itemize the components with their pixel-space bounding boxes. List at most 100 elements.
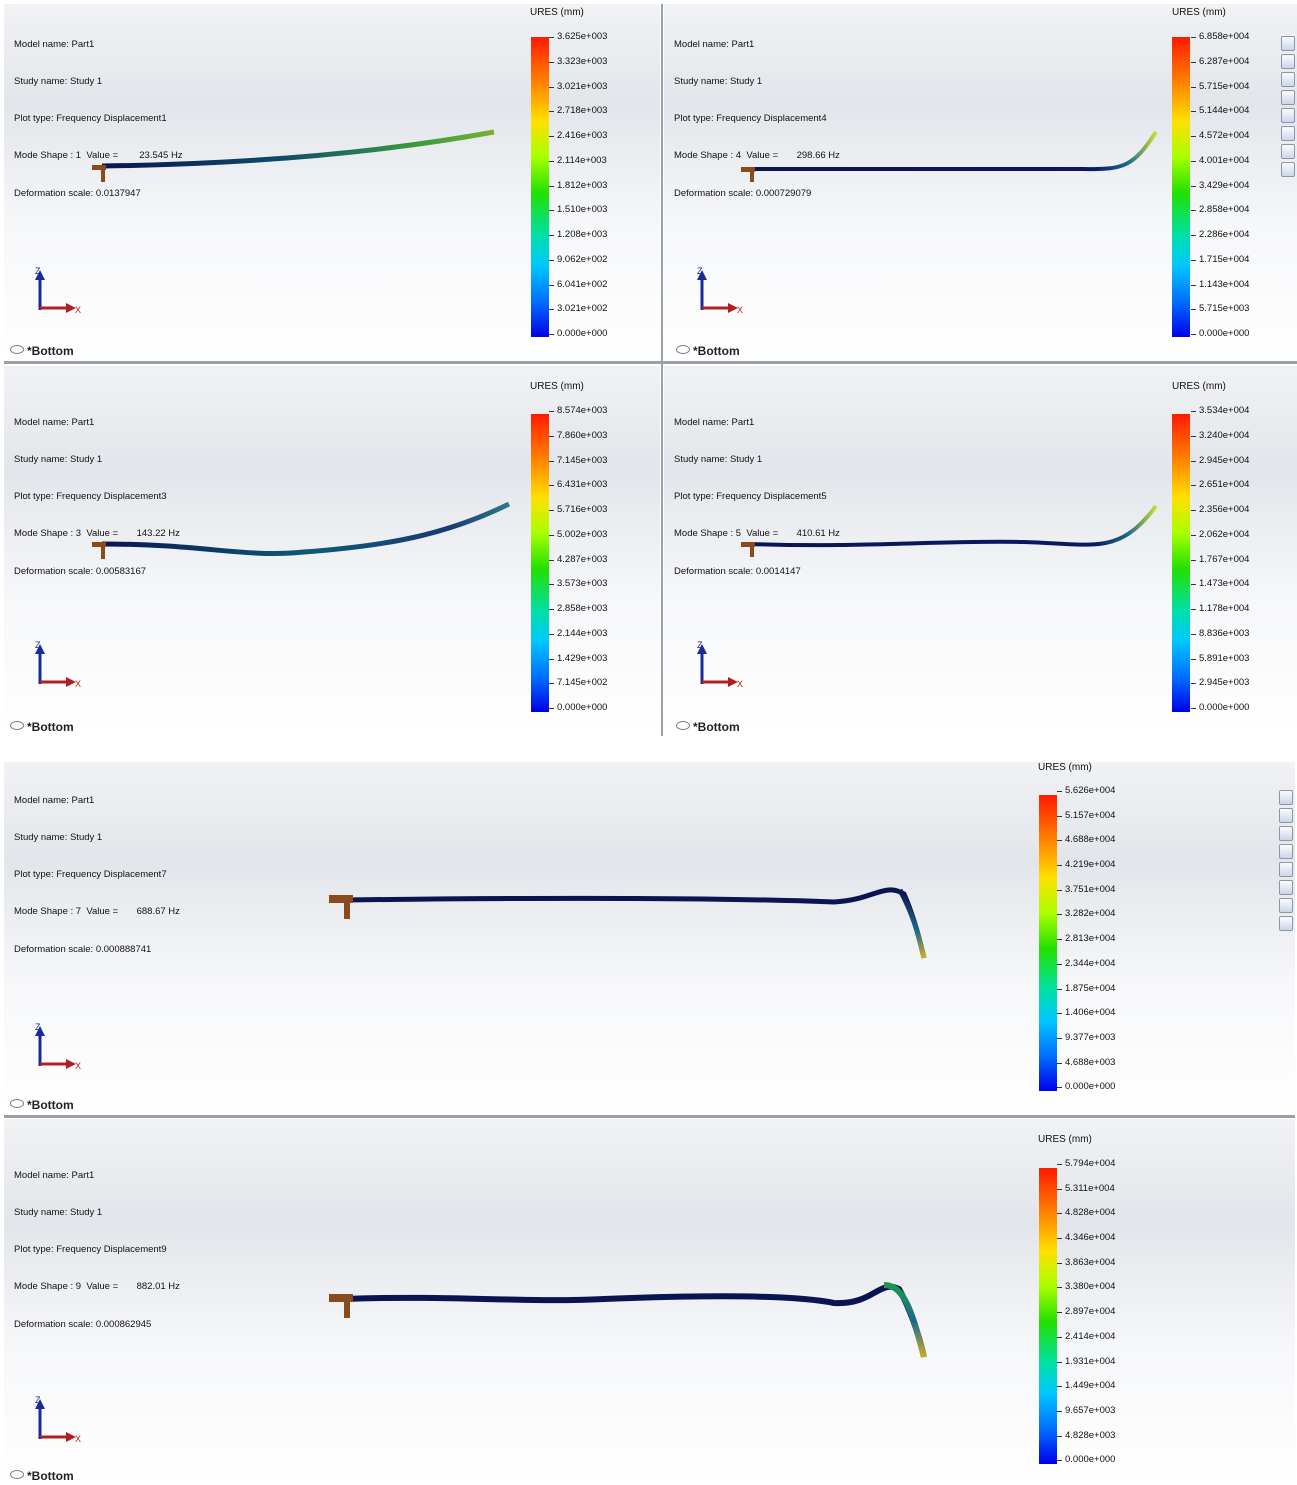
tick-label: 3.240e+004 (1190, 430, 1250, 441)
tick-label: 1.178e+004 (1190, 603, 1250, 614)
tick-label: 2.813e+004 (1056, 933, 1116, 944)
tick-label: 3.021e+003 (548, 81, 608, 92)
display-style-icon[interactable] (1279, 790, 1293, 805)
view-settings-icon[interactable] (1281, 108, 1295, 123)
tick-label: 5.311e+004 (1057, 1183, 1115, 1194)
tick-label: 1.812e+003 (548, 180, 608, 191)
viewport-divider[interactable] (661, 4, 663, 736)
tick-label: 6.041e+002 (548, 279, 608, 290)
deformed-beam-plot (741, 130, 1158, 182)
view-orientation-label[interactable]: *Bottom (676, 344, 740, 358)
display-style-icon[interactable] (1281, 36, 1295, 51)
info-model-name: Model name: Part1 (674, 38, 755, 50)
section-view-icon[interactable] (1281, 126, 1295, 141)
tick-label: 1.875e+004 (1056, 983, 1116, 994)
tick-label: 4.346e+004 (1056, 1232, 1116, 1243)
info-mode-shape: Mode Shape : 5 Value = 410.61 Hz (674, 528, 840, 540)
info-plot-type: Plot type: Frequency Displacement3 (14, 491, 167, 503)
info-deformation-scale: Deformation scale: 0.000729079 (674, 187, 812, 199)
zoom-icon[interactable] (1281, 162, 1295, 177)
tick-label: 2.858e+003 (548, 603, 608, 614)
tick-label: 8.574e+003 (548, 405, 608, 416)
study-info: Model name: Part1 Study name: Study 1 Pl… (674, 14, 840, 225)
tick-label: 4.688e+003 (1056, 1057, 1116, 1068)
tick-label: 2.114e+003 (549, 155, 607, 166)
tick-label: 4.287e+003 (548, 554, 608, 565)
tick-label: 1.208e+003 (548, 229, 608, 240)
viewport-mode-5[interactable]: Model name: Part1 Study name: Study 1 Pl… (664, 366, 1297, 736)
viewport-mode-1[interactable]: Model name: Part1 Study name: Study 1 Pl… (4, 4, 660, 360)
tick-label: 5.002e+003 (548, 529, 608, 540)
deformed-beam-plot (329, 887, 927, 959)
tick-label: 7.145e+002 (548, 677, 608, 688)
info-plot-type: Plot type: Frequency Displacement4 (674, 113, 827, 125)
hide-show-icon[interactable] (1279, 808, 1293, 823)
triad-x-label: X (75, 1061, 81, 1070)
viewport-mode-3[interactable]: Model name: Part1 Study name: Study 1 Pl… (4, 366, 660, 736)
study-info: Model name: Part1 Study name: Study 1 Pl… (14, 392, 180, 603)
viewport-mode-4[interactable]: Model name: Part1 Study name: Study 1 Pl… (664, 4, 1297, 360)
edit-appearance-icon[interactable] (1279, 826, 1293, 841)
tick-label: 3.573e+003 (548, 578, 608, 589)
tick-label: 1.406e+004 (1056, 1007, 1116, 1018)
triad-z-label: Z (35, 1022, 41, 1032)
info-plot-type: Plot type: Frequency Displacement5 (674, 491, 827, 503)
info-mode-shape: Mode Shape : 7 Value = 688.67 Hz (14, 906, 180, 918)
axis-triad-icon: Z X (35, 640, 81, 688)
tick-label: 5.716e+003 (548, 504, 608, 515)
view-orientation-icon[interactable] (1279, 898, 1293, 913)
apply-scene-icon[interactable] (1281, 90, 1295, 105)
viewport-mode-9[interactable]: Model name: Part1 Study name: Study 1 Pl… (4, 1119, 1295, 1485)
tick-label: 5.715e+004 (1190, 81, 1250, 92)
study-info: Model name: Part1 Study name: Study 1 Pl… (14, 770, 180, 981)
view-eye-icon (10, 345, 24, 354)
tick-label: 2.718e+003 (548, 105, 608, 116)
info-model-name: Model name: Part1 (14, 794, 95, 806)
tick-label: 0.000e+000 (548, 328, 608, 339)
info-deformation-scale: Deformation scale: 0.000862945 (14, 1318, 152, 1330)
colorbar-title: URES (mm) (1172, 7, 1226, 18)
apply-scene-icon[interactable] (1279, 844, 1293, 859)
tick-label: 1.510e+003 (548, 204, 608, 215)
view-orientation-label[interactable]: *Bottom (10, 720, 74, 734)
tick-label: 9.062e+002 (548, 254, 608, 265)
tick-label: 2.945e+003 (1190, 677, 1250, 688)
tick-label: 4.828e+004 (1056, 1207, 1116, 1218)
tick-label: 4.001e+004 (1190, 155, 1250, 166)
view-orientation-label[interactable]: *Bottom (676, 720, 740, 734)
view-eye-icon (10, 1099, 24, 1108)
view-orientation-label[interactable]: *Bottom (10, 344, 74, 358)
view-settings-icon[interactable] (1279, 862, 1293, 877)
tick-label: 1.429e+003 (548, 653, 608, 664)
info-model-name: Model name: Part1 (674, 416, 755, 428)
view-eye-icon (10, 1470, 24, 1479)
heads-up-toolbar (1279, 790, 1295, 934)
triad-x-label: X (737, 679, 743, 688)
tick-label: 2.945e+004 (1190, 455, 1250, 466)
tick-label: 9.377e+003 (1056, 1032, 1116, 1043)
view-orientation-icon[interactable] (1281, 144, 1295, 159)
tick-label: 0.000e+000 (548, 702, 608, 713)
deformed-beam-plot (92, 501, 511, 559)
tick-label: 2.858e+004 (1190, 204, 1250, 215)
section-view-icon[interactable] (1279, 880, 1293, 895)
viewport-divider[interactable] (4, 361, 1297, 364)
info-model-name: Model name: Part1 (14, 38, 95, 50)
view-orientation-label[interactable]: *Bottom (10, 1098, 74, 1112)
view-eye-icon (676, 721, 690, 730)
viewport-mode-7[interactable]: Model name: Part1 Study name: Study 1 Pl… (4, 762, 1295, 1114)
tick-label: 5.794e+004 (1056, 1158, 1116, 1169)
info-study-name: Study name: Study 1 (674, 454, 763, 466)
zoom-icon[interactable] (1279, 916, 1293, 931)
view-orientation-label[interactable]: *Bottom (10, 1469, 74, 1483)
tick-label: 4.688e+004 (1056, 834, 1116, 845)
hide-show-icon[interactable] (1281, 54, 1295, 69)
edit-appearance-icon[interactable] (1281, 72, 1295, 87)
tick-label: 4.828e+003 (1056, 1430, 1116, 1441)
tick-label: 5.626e+004 (1056, 785, 1116, 796)
tick-label: 1.473e+004 (1190, 578, 1250, 589)
heads-up-toolbar (1281, 36, 1297, 180)
info-model-name: Model name: Part1 (14, 416, 95, 428)
tick-label: 3.021e+002 (548, 303, 608, 314)
viewport-divider[interactable] (4, 1115, 1295, 1118)
